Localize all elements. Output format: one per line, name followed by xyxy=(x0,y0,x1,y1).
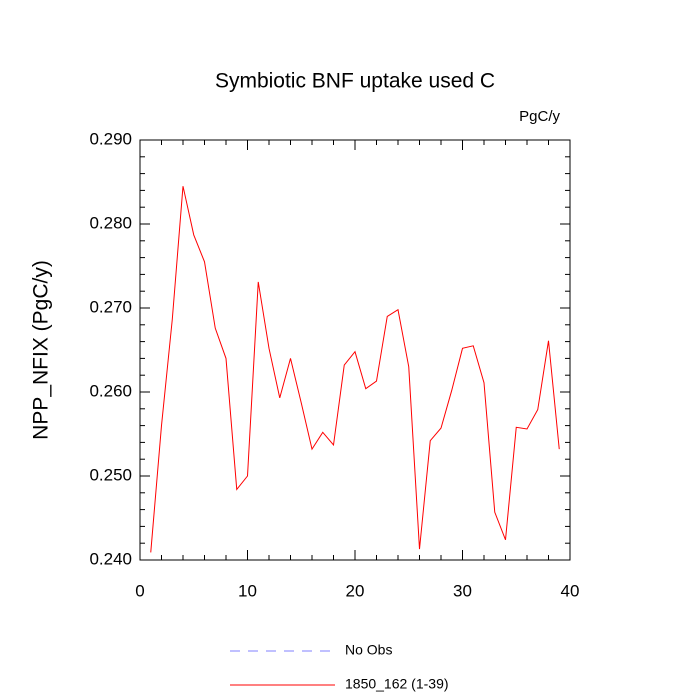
x-tick-label: 10 xyxy=(238,581,257,600)
x-tick-label: 0 xyxy=(135,581,144,600)
y-tick-label: 0.250 xyxy=(89,465,132,484)
legend-label: No Obs xyxy=(345,642,392,658)
y-tick-label: 0.240 xyxy=(89,549,132,568)
units-label: PgC/y xyxy=(519,108,560,125)
plot-frame xyxy=(139,139,571,561)
y-tick-label: 0.270 xyxy=(89,297,132,316)
y-tick-label: 0.290 xyxy=(89,129,132,148)
legend-label: 1850_162 (1-39) xyxy=(345,676,449,692)
chart-title: Symbiotic BNF uptake used C xyxy=(215,70,495,93)
x-tick-label: 20 xyxy=(346,581,365,600)
x-tick-label: 30 xyxy=(453,581,472,600)
y-tick-label: 0.280 xyxy=(89,213,132,232)
x-tick-label: 40 xyxy=(561,581,580,600)
y-tick-label: 0.260 xyxy=(89,381,132,400)
data-line xyxy=(150,186,560,553)
y-axis-label: NPP_NFIX (PgC/y) xyxy=(30,260,53,440)
